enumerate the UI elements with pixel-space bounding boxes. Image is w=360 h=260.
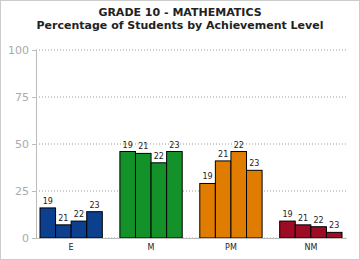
series-label: 21 bbox=[298, 214, 308, 223]
y-axis: 0 25 50 75 100 bbox=[8, 44, 37, 245]
y-tick: 75 bbox=[15, 91, 36, 104]
x-tick-label: M bbox=[148, 243, 155, 252]
x-axis: E M PM NM bbox=[37, 238, 347, 252]
y-tick: 50 bbox=[15, 138, 36, 151]
series-label: 23 bbox=[329, 221, 339, 230]
y-tick-label: 75 bbox=[15, 91, 29, 104]
series-label: 22 bbox=[154, 152, 164, 161]
y-tick-label: 100 bbox=[8, 44, 29, 57]
series-label: 19 bbox=[202, 172, 212, 181]
series-label: 21 bbox=[58, 214, 68, 223]
y-tick-mark bbox=[32, 144, 36, 145]
x-tick: NM bbox=[304, 238, 317, 252]
bar bbox=[56, 225, 72, 238]
series-label: 23 bbox=[169, 141, 179, 150]
grid-line bbox=[36, 144, 346, 145]
y-tick-mark bbox=[32, 50, 36, 51]
grid-line bbox=[36, 191, 346, 192]
bar bbox=[135, 153, 151, 238]
bar bbox=[87, 212, 103, 238]
bar bbox=[40, 208, 56, 238]
bar bbox=[151, 163, 167, 238]
y-tick-label: 50 bbox=[15, 138, 29, 151]
bar bbox=[326, 232, 342, 238]
x-tick-label: PM bbox=[225, 243, 237, 252]
bar bbox=[120, 152, 136, 238]
y-tick-label: 0 bbox=[22, 232, 29, 245]
y-tick-mark bbox=[32, 238, 36, 239]
x-axis-line bbox=[37, 238, 347, 239]
bar bbox=[280, 221, 296, 238]
series-label: 23 bbox=[89, 201, 99, 210]
series-label: 22 bbox=[234, 141, 244, 150]
series-label: 21 bbox=[218, 150, 228, 159]
x-tick: PM bbox=[225, 238, 237, 252]
y-axis-line bbox=[32, 51, 37, 239]
x-tick: M bbox=[148, 238, 155, 252]
y-tick: 25 bbox=[15, 185, 36, 198]
x-tick: E bbox=[69, 238, 74, 252]
background bbox=[1, 1, 360, 260]
y-tick: 100 bbox=[8, 44, 36, 57]
subtitle: Percentage of Students by Achievement Le… bbox=[37, 19, 324, 32]
grid-line bbox=[36, 97, 346, 98]
bar bbox=[295, 225, 311, 238]
y-tick-label: 25 bbox=[15, 185, 29, 198]
grid-line bbox=[36, 50, 346, 51]
series-label: 23 bbox=[249, 159, 259, 168]
series-label: 22 bbox=[74, 210, 84, 219]
series-label: 22 bbox=[314, 216, 324, 225]
x-tick-label: NM bbox=[304, 243, 317, 252]
y-tick: 0 bbox=[22, 232, 36, 245]
y-tick-mark bbox=[32, 191, 36, 192]
bar bbox=[167, 152, 183, 238]
bar bbox=[311, 227, 327, 238]
chart: GRADE 10 - MATHEMATICSPercentage of Stud… bbox=[0, 0, 360, 260]
bar bbox=[231, 152, 247, 238]
series-label: 21 bbox=[138, 142, 148, 151]
series-label: 19 bbox=[123, 141, 133, 150]
y-tick-mark bbox=[32, 97, 36, 98]
bar bbox=[215, 161, 231, 238]
plot: 0 25 50 75 100 E M PM NM 19 19 19 19 21 21 21 21 22 22 22 22… bbox=[8, 44, 347, 252]
series-label: 19 bbox=[43, 197, 53, 206]
bar bbox=[247, 170, 263, 238]
x-tick-label: E bbox=[69, 243, 74, 252]
bar-labels: 19 19 19 19 21 21 21 21 22 22 22 22 23 23 23 23 bbox=[43, 141, 340, 231]
bar bbox=[200, 183, 216, 238]
title: GRADE 10 - MATHEMATICS bbox=[98, 6, 261, 19]
bar bbox=[71, 221, 87, 238]
bars bbox=[40, 152, 342, 238]
series-label: 19 bbox=[282, 210, 292, 219]
